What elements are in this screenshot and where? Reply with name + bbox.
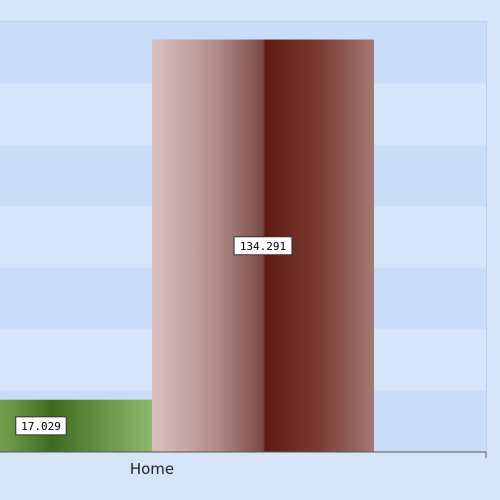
data-label-box [15, 416, 67, 436]
data-labels: 17.029 134.291 [15, 236, 293, 436]
x-tick-label: Home [130, 460, 174, 478]
data-label: 17.029 [21, 420, 61, 433]
data-label: 134.291 [240, 240, 286, 253]
data-label-box [233, 236, 293, 256]
